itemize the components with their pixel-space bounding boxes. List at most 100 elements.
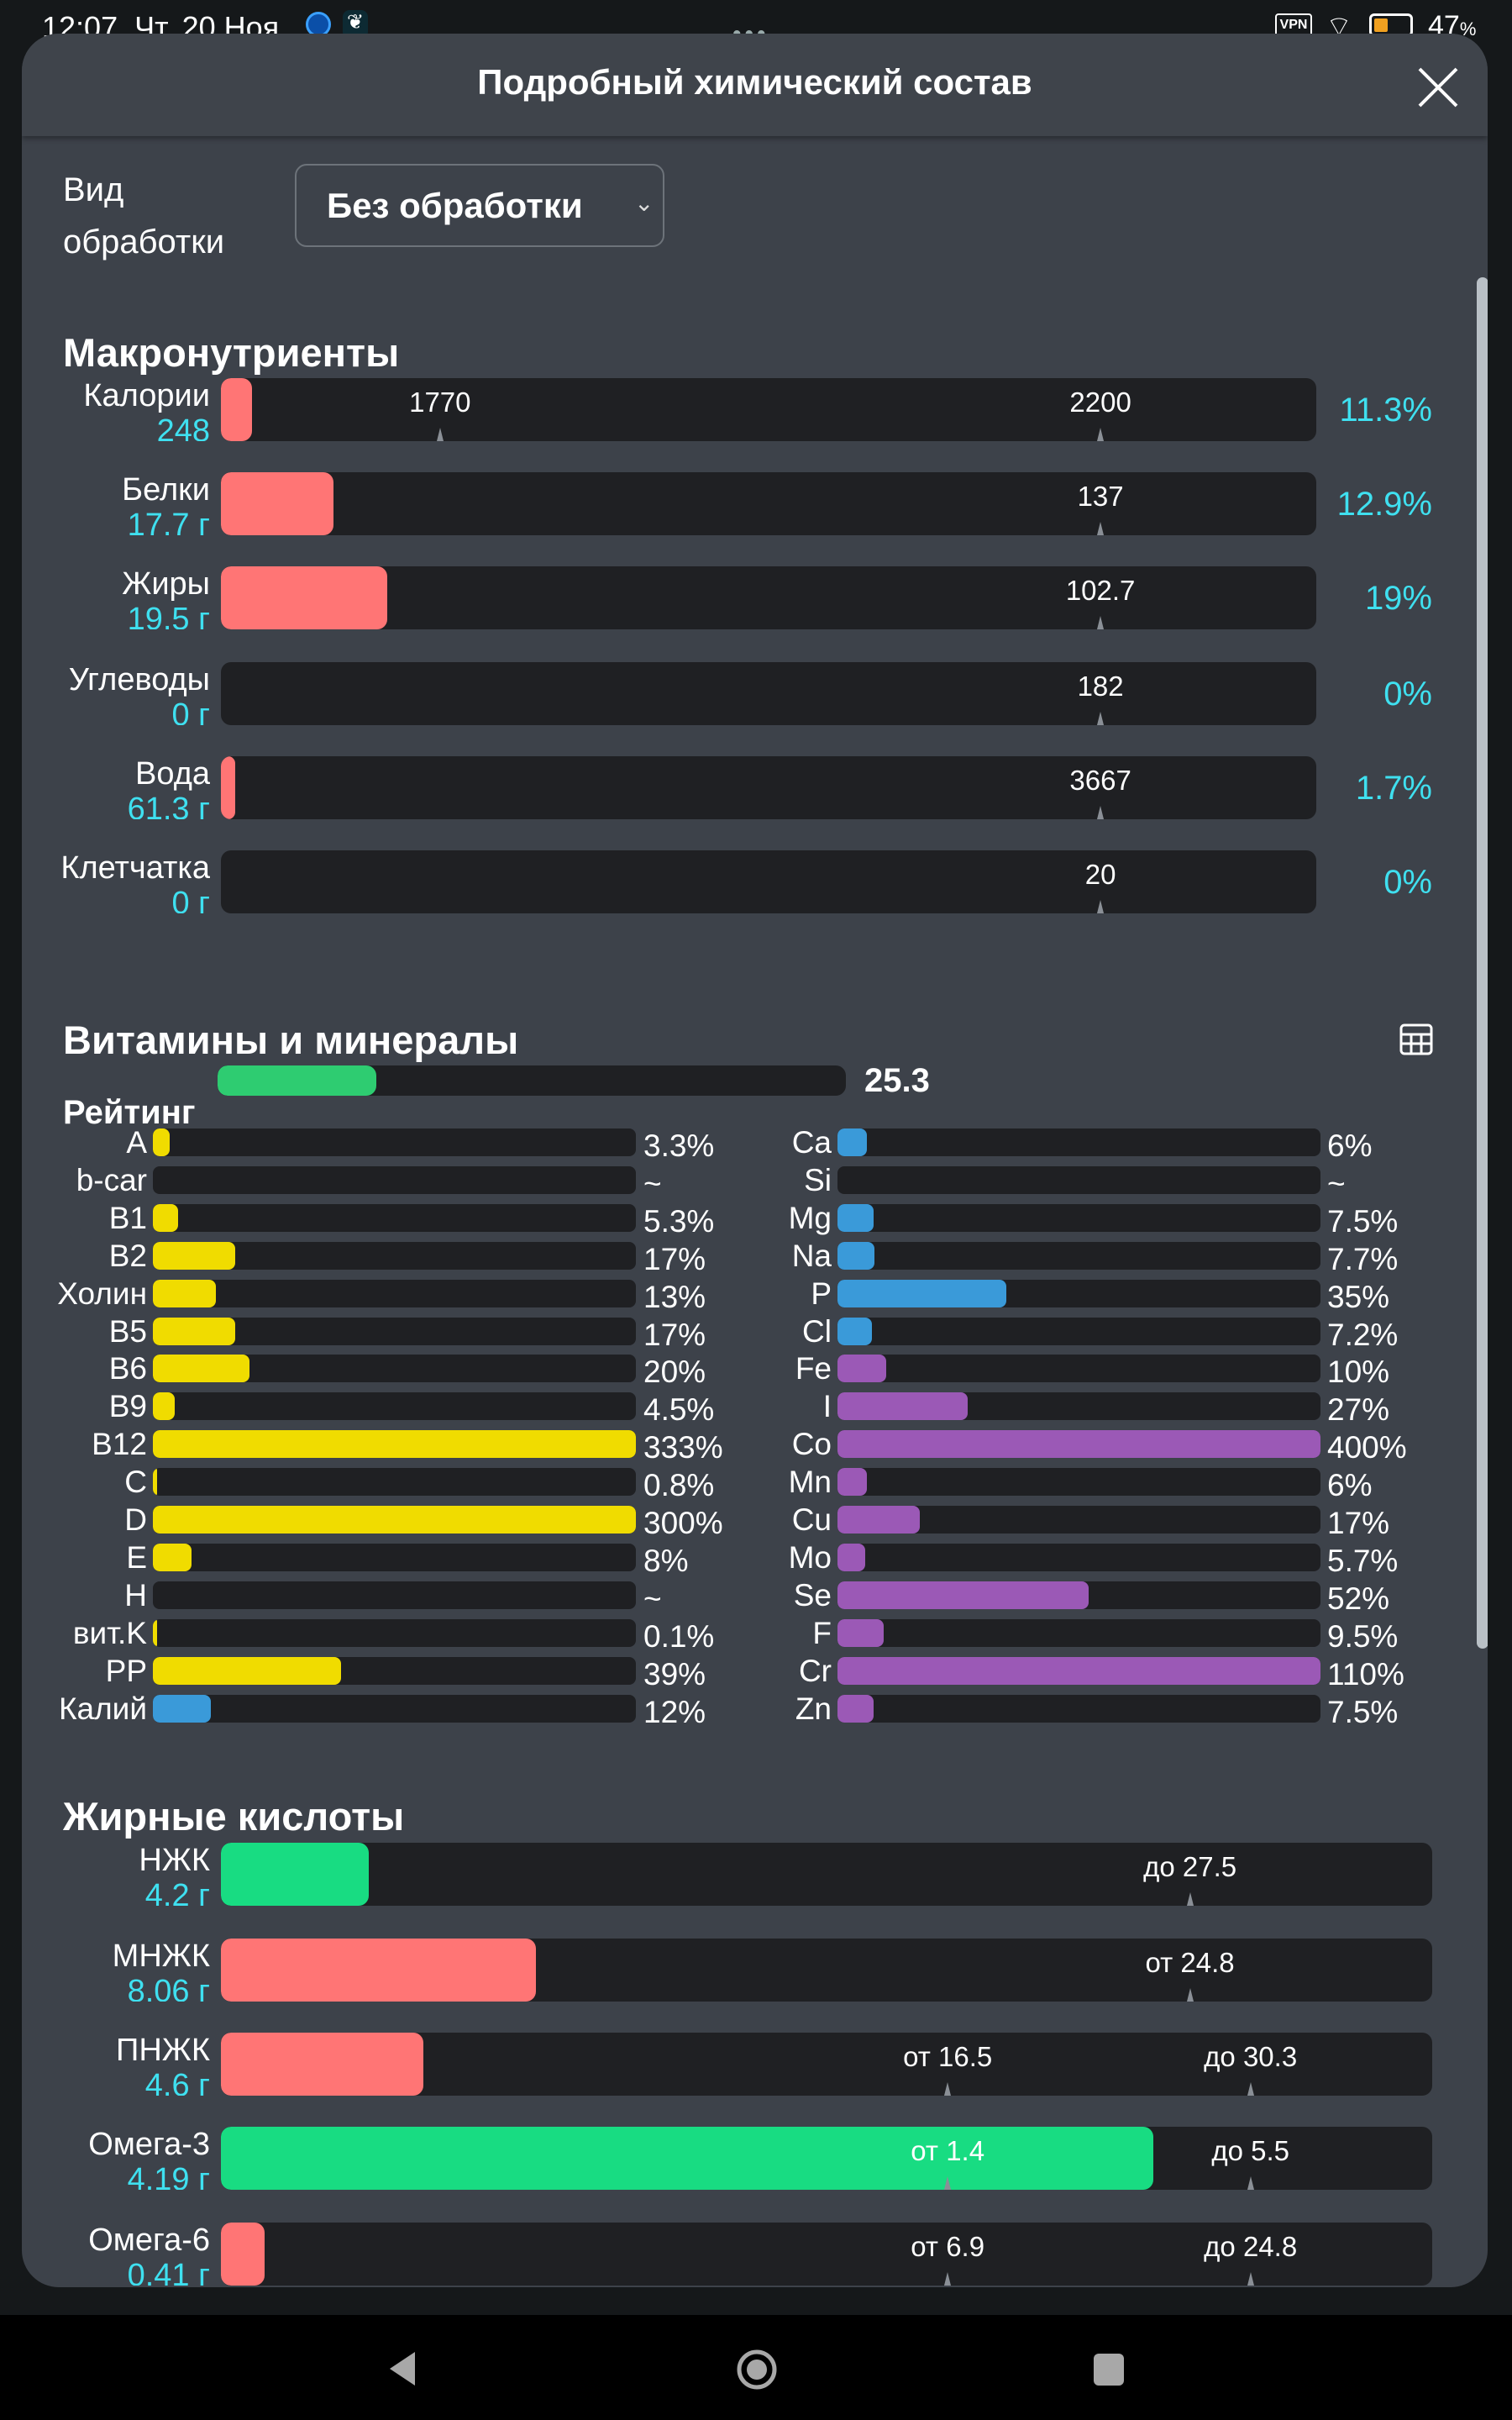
- marker-triangle-icon: [1247, 2176, 1254, 2190]
- nutrient-percent: 7.2%: [1327, 1317, 1399, 1352]
- marker-label: до 30.3: [1204, 2041, 1298, 2072]
- nutrient-percent: 0.1%: [643, 1618, 715, 1654]
- nutrient-bar: [153, 1618, 636, 1647]
- nutrient-label: B2: [108, 1238, 147, 1273]
- nutrient-bar: [153, 1694, 636, 1723]
- nutrient-fill: [153, 1506, 636, 1534]
- marker-label: от 24.8: [1145, 1947, 1235, 1978]
- nutrient-label: b-car: [76, 1162, 147, 1197]
- marker-label: от 6.9: [911, 2231, 985, 2262]
- nutrient-fill: [837, 1203, 874, 1232]
- nutrient-label: B6: [108, 1351, 147, 1386]
- fatty-acid-bar: до 27.5: [221, 1843, 1432, 1906]
- macro-name: Клетчатка: [60, 850, 210, 886]
- close-icon[interactable]: [1415, 64, 1462, 111]
- macro-bar: 102.7: [221, 566, 1316, 629]
- nutrient-label: Калий: [58, 1691, 147, 1726]
- nutrient-bar: [837, 1279, 1320, 1307]
- nutrient-label: вит.K: [72, 1615, 147, 1650]
- marker-label: до 24.8: [1204, 2231, 1298, 2262]
- nutrient-label: Se: [793, 1577, 832, 1612]
- nutrient-fill: [837, 1656, 1320, 1685]
- marker-label: 182: [1077, 671, 1124, 702]
- fatty-acid-bar: от 6.9 до 24.8: [221, 2223, 1432, 2286]
- nutrient-label: C: [124, 1465, 147, 1500]
- marker-label: от 16.5: [903, 2041, 993, 2072]
- nutrient-label: Si: [804, 1162, 832, 1197]
- macro-value: 19.5 г: [127, 602, 210, 629]
- fatty-acid-value: 4.6 г: [144, 2068, 210, 2096]
- home-icon[interactable]: [736, 2349, 778, 2391]
- processing-selected-value: Без обработки: [327, 186, 583, 225]
- nutrient-bar: [837, 1543, 1320, 1571]
- marker-triangle-icon: [1097, 712, 1105, 725]
- rating-fill: [218, 1065, 377, 1096]
- macro-percent: 0%: [1383, 864, 1432, 901]
- marker-label: от 1.4: [911, 2135, 985, 2166]
- nutrient-fill: [153, 1128, 170, 1156]
- fatty-acid-name: ПНЖК: [116, 2033, 210, 2068]
- nutrient-fill: [837, 1355, 886, 1383]
- nutrient-bar: [837, 1506, 1320, 1534]
- nutrient-fill: [837, 1392, 969, 1421]
- nutrient-bar: [153, 1203, 636, 1232]
- macro-bar: 182: [221, 662, 1316, 725]
- nutrient-label: B5: [108, 1313, 147, 1349]
- macro-label: Углеводы 0 г: [22, 662, 210, 725]
- nutrient-bar: [837, 1317, 1320, 1345]
- nutrient-label: Ca: [791, 1125, 832, 1160]
- marker-triangle-icon: [1247, 2082, 1254, 2096]
- macro-bar: 20: [221, 850, 1316, 913]
- table-icon[interactable]: [1399, 1023, 1433, 1055]
- macro-value: 0 г: [171, 697, 210, 725]
- nutrient-fill: [153, 1618, 157, 1647]
- nutrient-fill: [837, 1618, 884, 1647]
- macro-bar: 137: [221, 472, 1316, 535]
- nutrient-bar: [153, 1128, 636, 1156]
- chevron-down-icon: ⌄: [634, 190, 654, 216]
- fatty-acid-bar: от 16.5 до 30.3: [221, 2033, 1432, 2096]
- nutrient-percent: 400%: [1327, 1430, 1407, 1465]
- fatty-acid-name: НЖК: [139, 1843, 210, 1878]
- nutrient-bar: [837, 1355, 1320, 1383]
- nutrient-bar: [837, 1392, 1320, 1421]
- rating-value: 25.3: [864, 1062, 930, 1099]
- macro-fill: [221, 472, 334, 535]
- marker-label: 20: [1084, 859, 1116, 890]
- marker-triangle-icon: [1097, 900, 1105, 913]
- nutrient-label: I: [822, 1389, 832, 1424]
- scrollbar[interactable]: [1477, 277, 1488, 1649]
- chemical-composition-dialog: Подробный химический состав Вид обработки…: [22, 34, 1488, 2287]
- nutrient-fill: [837, 1317, 873, 1345]
- marker-triangle-icon: [1097, 428, 1105, 441]
- nutrient-fill: [153, 1694, 211, 1723]
- nutrient-percent: 17%: [643, 1241, 706, 1276]
- fatty-acid-name: Омега-6: [88, 2223, 210, 2258]
- marker-triangle-icon: [944, 2082, 952, 2096]
- nutrient-fill: [837, 1430, 1320, 1459]
- fatty-acid-fill: [221, 2127, 1154, 2190]
- marker-triangle-icon: [1186, 1988, 1194, 2002]
- nutrient-bar: [837, 1694, 1320, 1723]
- vitamins-heading: Витамины и минералы: [63, 1018, 519, 1062]
- macro-label: Жиры 19.5 г: [22, 566, 210, 629]
- nutrient-bar: [153, 1392, 636, 1421]
- back-icon[interactable]: [386, 2350, 420, 2387]
- nutrient-label: Mo: [788, 1539, 832, 1575]
- nutrient-fill: [837, 1468, 867, 1497]
- processing-label: Вид обработки: [63, 171, 225, 260]
- nutrient-fill: [837, 1279, 1007, 1307]
- rating-label: Рейтинг: [63, 1094, 196, 1131]
- nutrient-percent: 300%: [643, 1506, 723, 1540]
- nutrient-percent: 3.3%: [643, 1128, 715, 1163]
- nutrient-fill: [837, 1581, 1089, 1609]
- nutrient-percent: 27%: [1327, 1392, 1390, 1428]
- marker-label: 102.7: [1065, 575, 1136, 606]
- marker-triangle-icon: [944, 2272, 952, 2286]
- macro-name: Калории: [83, 378, 210, 413]
- nutrient-bar: [153, 1543, 636, 1571]
- processing-select[interactable]: Без обработки ⌄: [295, 164, 664, 247]
- nutrient-percent: 17%: [643, 1317, 706, 1352]
- rating-bar: [218, 1065, 846, 1096]
- recents-icon[interactable]: [1094, 2354, 1124, 2386]
